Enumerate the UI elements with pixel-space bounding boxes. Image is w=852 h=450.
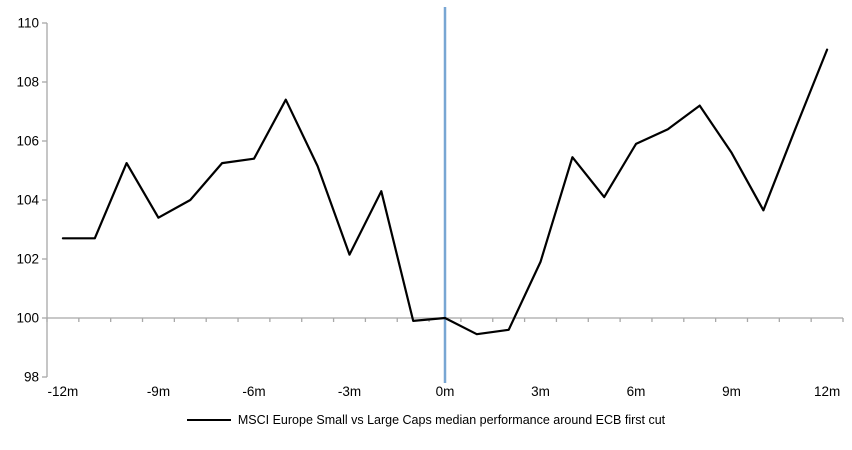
x-tick-label: 3m xyxy=(531,384,550,399)
y-tick-label: 106 xyxy=(16,134,39,149)
y-tick-label: 108 xyxy=(16,75,39,90)
performance-line xyxy=(61,48,829,336)
y-tick-label: 110 xyxy=(17,16,39,31)
x-tick-label: -9m xyxy=(147,384,170,399)
legend-label: MSCI Europe Small vs Large Caps median p… xyxy=(237,413,666,427)
x-tick-label: -12m xyxy=(48,384,79,399)
legend: MSCI Europe Small vs Large Caps median p… xyxy=(0,413,852,427)
x-tick-label: -3m xyxy=(338,384,361,399)
y-tick-label: 100 xyxy=(16,311,39,326)
x-tick-label: 12m xyxy=(814,384,840,399)
y-tick-label: 102 xyxy=(16,252,39,267)
x-tick-label: 0m xyxy=(436,384,455,399)
y-tick-label: 98 xyxy=(24,370,39,385)
legend-line-marker xyxy=(186,419,231,421)
x-tick-label: 9m xyxy=(722,384,741,399)
x-tick-label: 6m xyxy=(627,384,646,399)
x-tick-label: -6m xyxy=(242,384,265,399)
y-tick-label: 104 xyxy=(16,193,39,208)
